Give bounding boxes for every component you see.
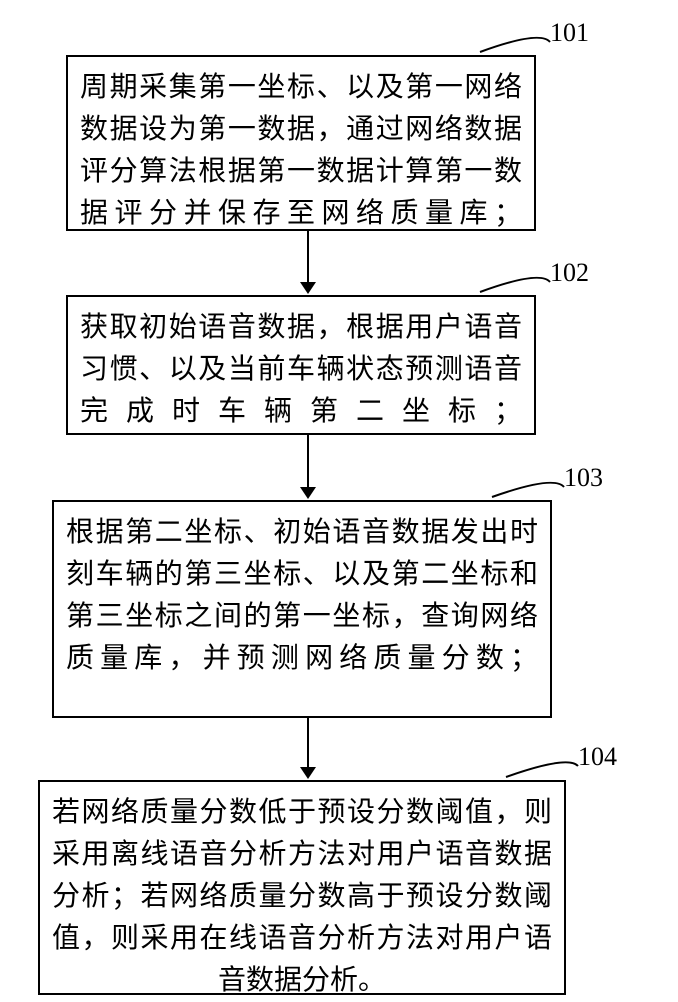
flow-box-104: 若网络质量分数低于预设分数阈值，则采用离线语音分析方法对用户语音数据分析；若网络… <box>38 780 566 995</box>
callout-curve-104 <box>0 0 678 790</box>
callout-label-104: 104 <box>578 742 617 772</box>
flow-box-104-text: 若网络质量分数低于预设分数阈值，则采用离线语音分析方法对用户语音数据分析；若网络… <box>52 797 552 996</box>
flowchart-container: 101 周期采集第一坐标、以及第一网络数据设为第一数据，通过网络数据评分算法根据… <box>0 0 678 1000</box>
callout-path-104 <box>506 762 578 777</box>
